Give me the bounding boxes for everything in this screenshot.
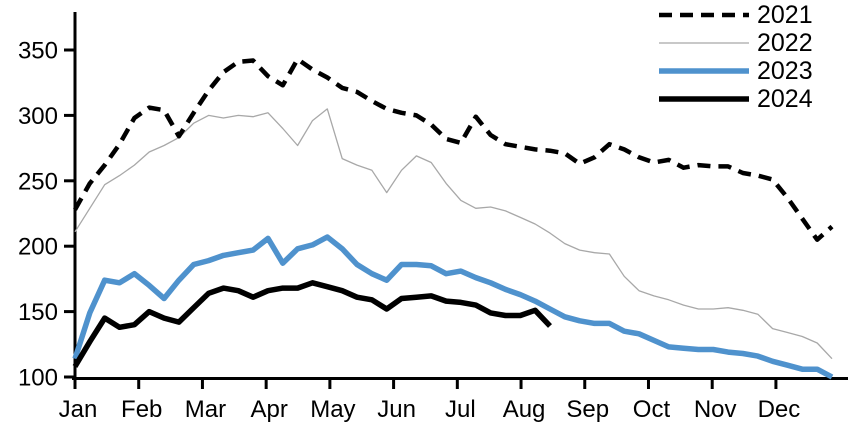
legend-line-blue-icon [659, 68, 749, 74]
x-tick-label: Mar [185, 396, 226, 423]
legend-item-2021: 2021 [658, 1, 813, 29]
x-tick-label: Oct [633, 396, 671, 423]
x-tick-label: Jul [445, 396, 476, 423]
x-tick-label: Nov [694, 396, 737, 423]
legend-line-black-icon [659, 96, 749, 102]
chart-legend: 2021 2022 2023 2024 [658, 1, 813, 113]
series-line-2023 [72, 234, 834, 380]
legend-line-thin-icon [659, 42, 749, 44]
y-tick-label: 200 [18, 234, 58, 261]
x-tick-label: Apr [250, 396, 287, 423]
series-line-2024 [72, 280, 552, 368]
y-tick-label: 150 [18, 299, 58, 326]
legend-label: 2022 [757, 28, 813, 57]
y-tick-label: 300 [18, 103, 58, 130]
legend-item-2023: 2023 [658, 57, 813, 85]
x-tick-label: Jun [377, 396, 416, 423]
legend-line-dashed-icon [659, 12, 749, 18]
legend-label: 2023 [757, 56, 813, 85]
legend-label: 2024 [757, 84, 813, 113]
x-tick-label: May [310, 396, 355, 423]
y-tick-label: 250 [18, 168, 58, 195]
x-tick-label: Dec [758, 396, 801, 423]
x-tick-label: Aug [503, 396, 546, 423]
series-line-2022 [74, 108, 833, 360]
legend-item-2022: 2022 [658, 29, 813, 57]
legend-label: 2021 [757, 0, 813, 29]
legend-item-2024: 2024 [658, 85, 813, 113]
y-tick-label: 350 [18, 38, 58, 65]
y-tick-label: 100 [18, 365, 58, 392]
x-tick-label: Sep [566, 396, 609, 423]
series-line-2021 [73, 56, 834, 242]
x-tick-label: Feb [121, 396, 162, 423]
x-tick-label: Jan [59, 396, 98, 423]
